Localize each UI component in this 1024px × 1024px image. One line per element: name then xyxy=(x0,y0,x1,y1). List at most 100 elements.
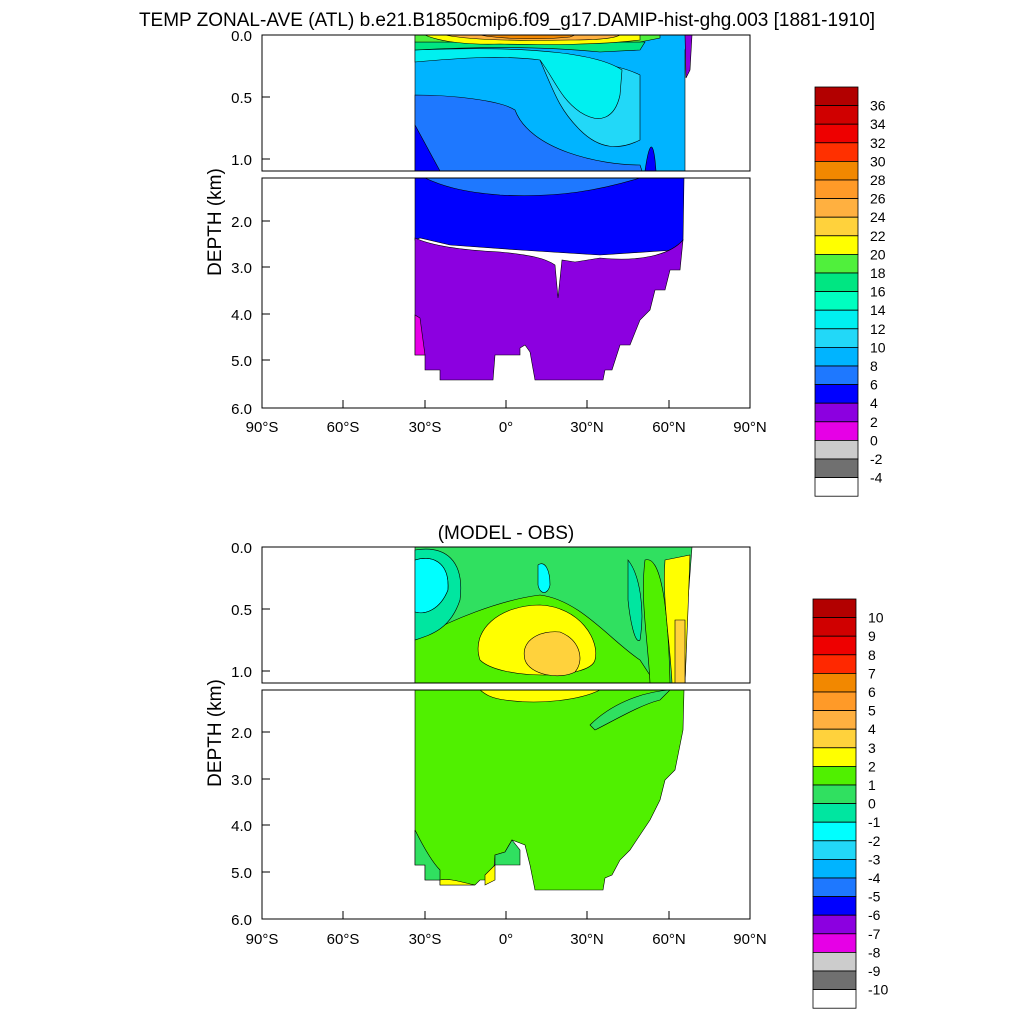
panel-temp-y-ticks xyxy=(262,34,270,409)
colorbar-label: -5 xyxy=(868,889,881,905)
colorbar-swatch xyxy=(814,439,859,460)
diff-band-teal-east xyxy=(627,559,643,641)
colorbar-swatch xyxy=(814,160,859,181)
colorbar-label: 20 xyxy=(870,246,886,262)
colorbar-swatch xyxy=(812,859,857,879)
diff-ytick-2: 2.0 xyxy=(231,725,252,742)
temp-ytick-4: 4.0 xyxy=(231,307,252,324)
colorbar-swatch xyxy=(814,123,859,144)
diff-ytick-5: 5.0 xyxy=(231,865,252,882)
diff-band-green-streak xyxy=(589,689,671,731)
colorbar-swatch xyxy=(812,989,857,1009)
diff-band-gold-center xyxy=(523,631,581,676)
temp-band-warm xyxy=(479,34,576,40)
colorbar-swatch xyxy=(812,970,857,991)
colorbar-swatch xyxy=(814,346,859,367)
colorbar-label: 4 xyxy=(870,395,878,411)
diff-title: (MODEL - OBS) xyxy=(438,523,575,544)
colorbar-swatch xyxy=(814,86,859,107)
colorbar-swatch xyxy=(812,914,857,935)
temp-xtick-90n: 90°N xyxy=(733,419,767,436)
colorbar-label: 36 xyxy=(870,98,886,114)
panel-diff-y-ticks xyxy=(262,546,270,920)
colorbar-swatch xyxy=(812,654,857,674)
colorbar-label: 18 xyxy=(870,265,886,281)
colorbar-label: 14 xyxy=(870,302,886,318)
diff-ytick-4: 4.0 xyxy=(231,818,252,835)
colorbar-label: -10 xyxy=(868,982,888,998)
temp-ytick-3: 3.0 xyxy=(231,260,252,277)
colorbar-swatch xyxy=(814,253,859,274)
colorbar-label: 6 xyxy=(870,377,878,393)
colorbar-swatch xyxy=(812,617,857,637)
colorbar-swatch xyxy=(814,421,859,441)
diff-ytick-6: 6.0 xyxy=(231,912,252,929)
colorbar-label: -4 xyxy=(868,870,881,886)
colorbar-label: 5 xyxy=(868,703,876,719)
panel-temp-upper-frame xyxy=(261,34,751,172)
temp-band-aqua xyxy=(414,48,623,119)
panel-temp-x-ticks xyxy=(261,400,751,408)
colorbar-swatch xyxy=(814,458,859,479)
panel-temp-lower-field xyxy=(414,177,685,381)
temp-ytick-5: 5.0 xyxy=(231,353,252,370)
panel-diff: (MODEL - OBS) xyxy=(205,523,888,1009)
colorbar-swatch xyxy=(814,179,859,200)
diff-field-lower-green xyxy=(414,689,685,891)
temp-field-lower-purple xyxy=(414,237,684,381)
diff-band-cyan-center xyxy=(537,563,551,593)
colorbar-label: 4 xyxy=(868,721,876,737)
temp-ytick-0.5: 0.5 xyxy=(231,90,252,107)
colorbar-label: 2 xyxy=(870,414,878,430)
colorbar-label: 2 xyxy=(868,758,876,774)
colorbar-label: 10 xyxy=(868,610,884,626)
colorbar-label: 1 xyxy=(868,777,876,793)
temp-xtick-0: 0° xyxy=(499,419,513,436)
diff-band-teal-sw xyxy=(414,829,441,881)
colorbar-swatch xyxy=(812,803,857,823)
colorbar-label: -1 xyxy=(868,814,881,830)
colorbar-label: -8 xyxy=(868,944,881,960)
temp-xtick-30s: 30°S xyxy=(409,419,442,436)
temp-band-mid xyxy=(414,94,643,172)
colorbar-swatch xyxy=(814,365,859,386)
diff-ytick-0.5: 0.5 xyxy=(231,602,252,619)
colorbar-label: 0 xyxy=(868,796,876,812)
temp-xtick-30n: 30°N xyxy=(570,419,604,436)
colorbar-swatch xyxy=(814,384,859,404)
colorbar-label: 3 xyxy=(868,740,876,756)
colorbar-label: 30 xyxy=(870,153,886,169)
diff-ytick-1: 1.0 xyxy=(231,664,252,681)
colorbar-label: 10 xyxy=(870,339,886,355)
colorbar-swatch xyxy=(812,673,857,693)
panel-diff-x-ticks xyxy=(261,911,751,919)
colorbar-label: 28 xyxy=(870,172,886,188)
figure-title: TEMP ZONAL-AVE (ATL) b.e21.B1850cmip6.f0… xyxy=(139,10,875,31)
colorbar-swatch xyxy=(814,105,859,125)
colorbar-label: -6 xyxy=(868,907,881,923)
colorbar-swatch xyxy=(814,291,859,311)
diff-band-yellow-sw xyxy=(439,879,476,886)
diff-xtick-60n: 60°N xyxy=(652,931,686,948)
diff-band-gold-east xyxy=(674,619,686,684)
diff-band-yellow-equator xyxy=(484,864,496,886)
temp-ylabel: DEPTH (km) xyxy=(205,168,226,276)
colorbar-label: -4 xyxy=(870,470,883,486)
temp-field-lower-top-band xyxy=(424,177,641,196)
colorbar-swatch xyxy=(814,477,859,497)
colorbar-label: 22 xyxy=(870,228,886,244)
colorbar-label: 26 xyxy=(870,191,886,207)
colorbar-swatch xyxy=(814,216,859,237)
panel-diff-lower-field xyxy=(414,689,685,891)
colorbar-label: 32 xyxy=(870,135,886,151)
colorbar-swatch xyxy=(812,635,857,656)
panel-temp-upper-field xyxy=(414,34,693,172)
colorbar-swatch xyxy=(812,952,857,972)
colorbar-label: 8 xyxy=(868,647,876,663)
colorbar-label: 8 xyxy=(870,358,878,374)
diff-band-teal-west xyxy=(414,548,462,641)
colorbar-swatch xyxy=(812,598,857,619)
colorbar-label: -3 xyxy=(868,851,881,867)
colorbar-swatch xyxy=(814,198,859,218)
